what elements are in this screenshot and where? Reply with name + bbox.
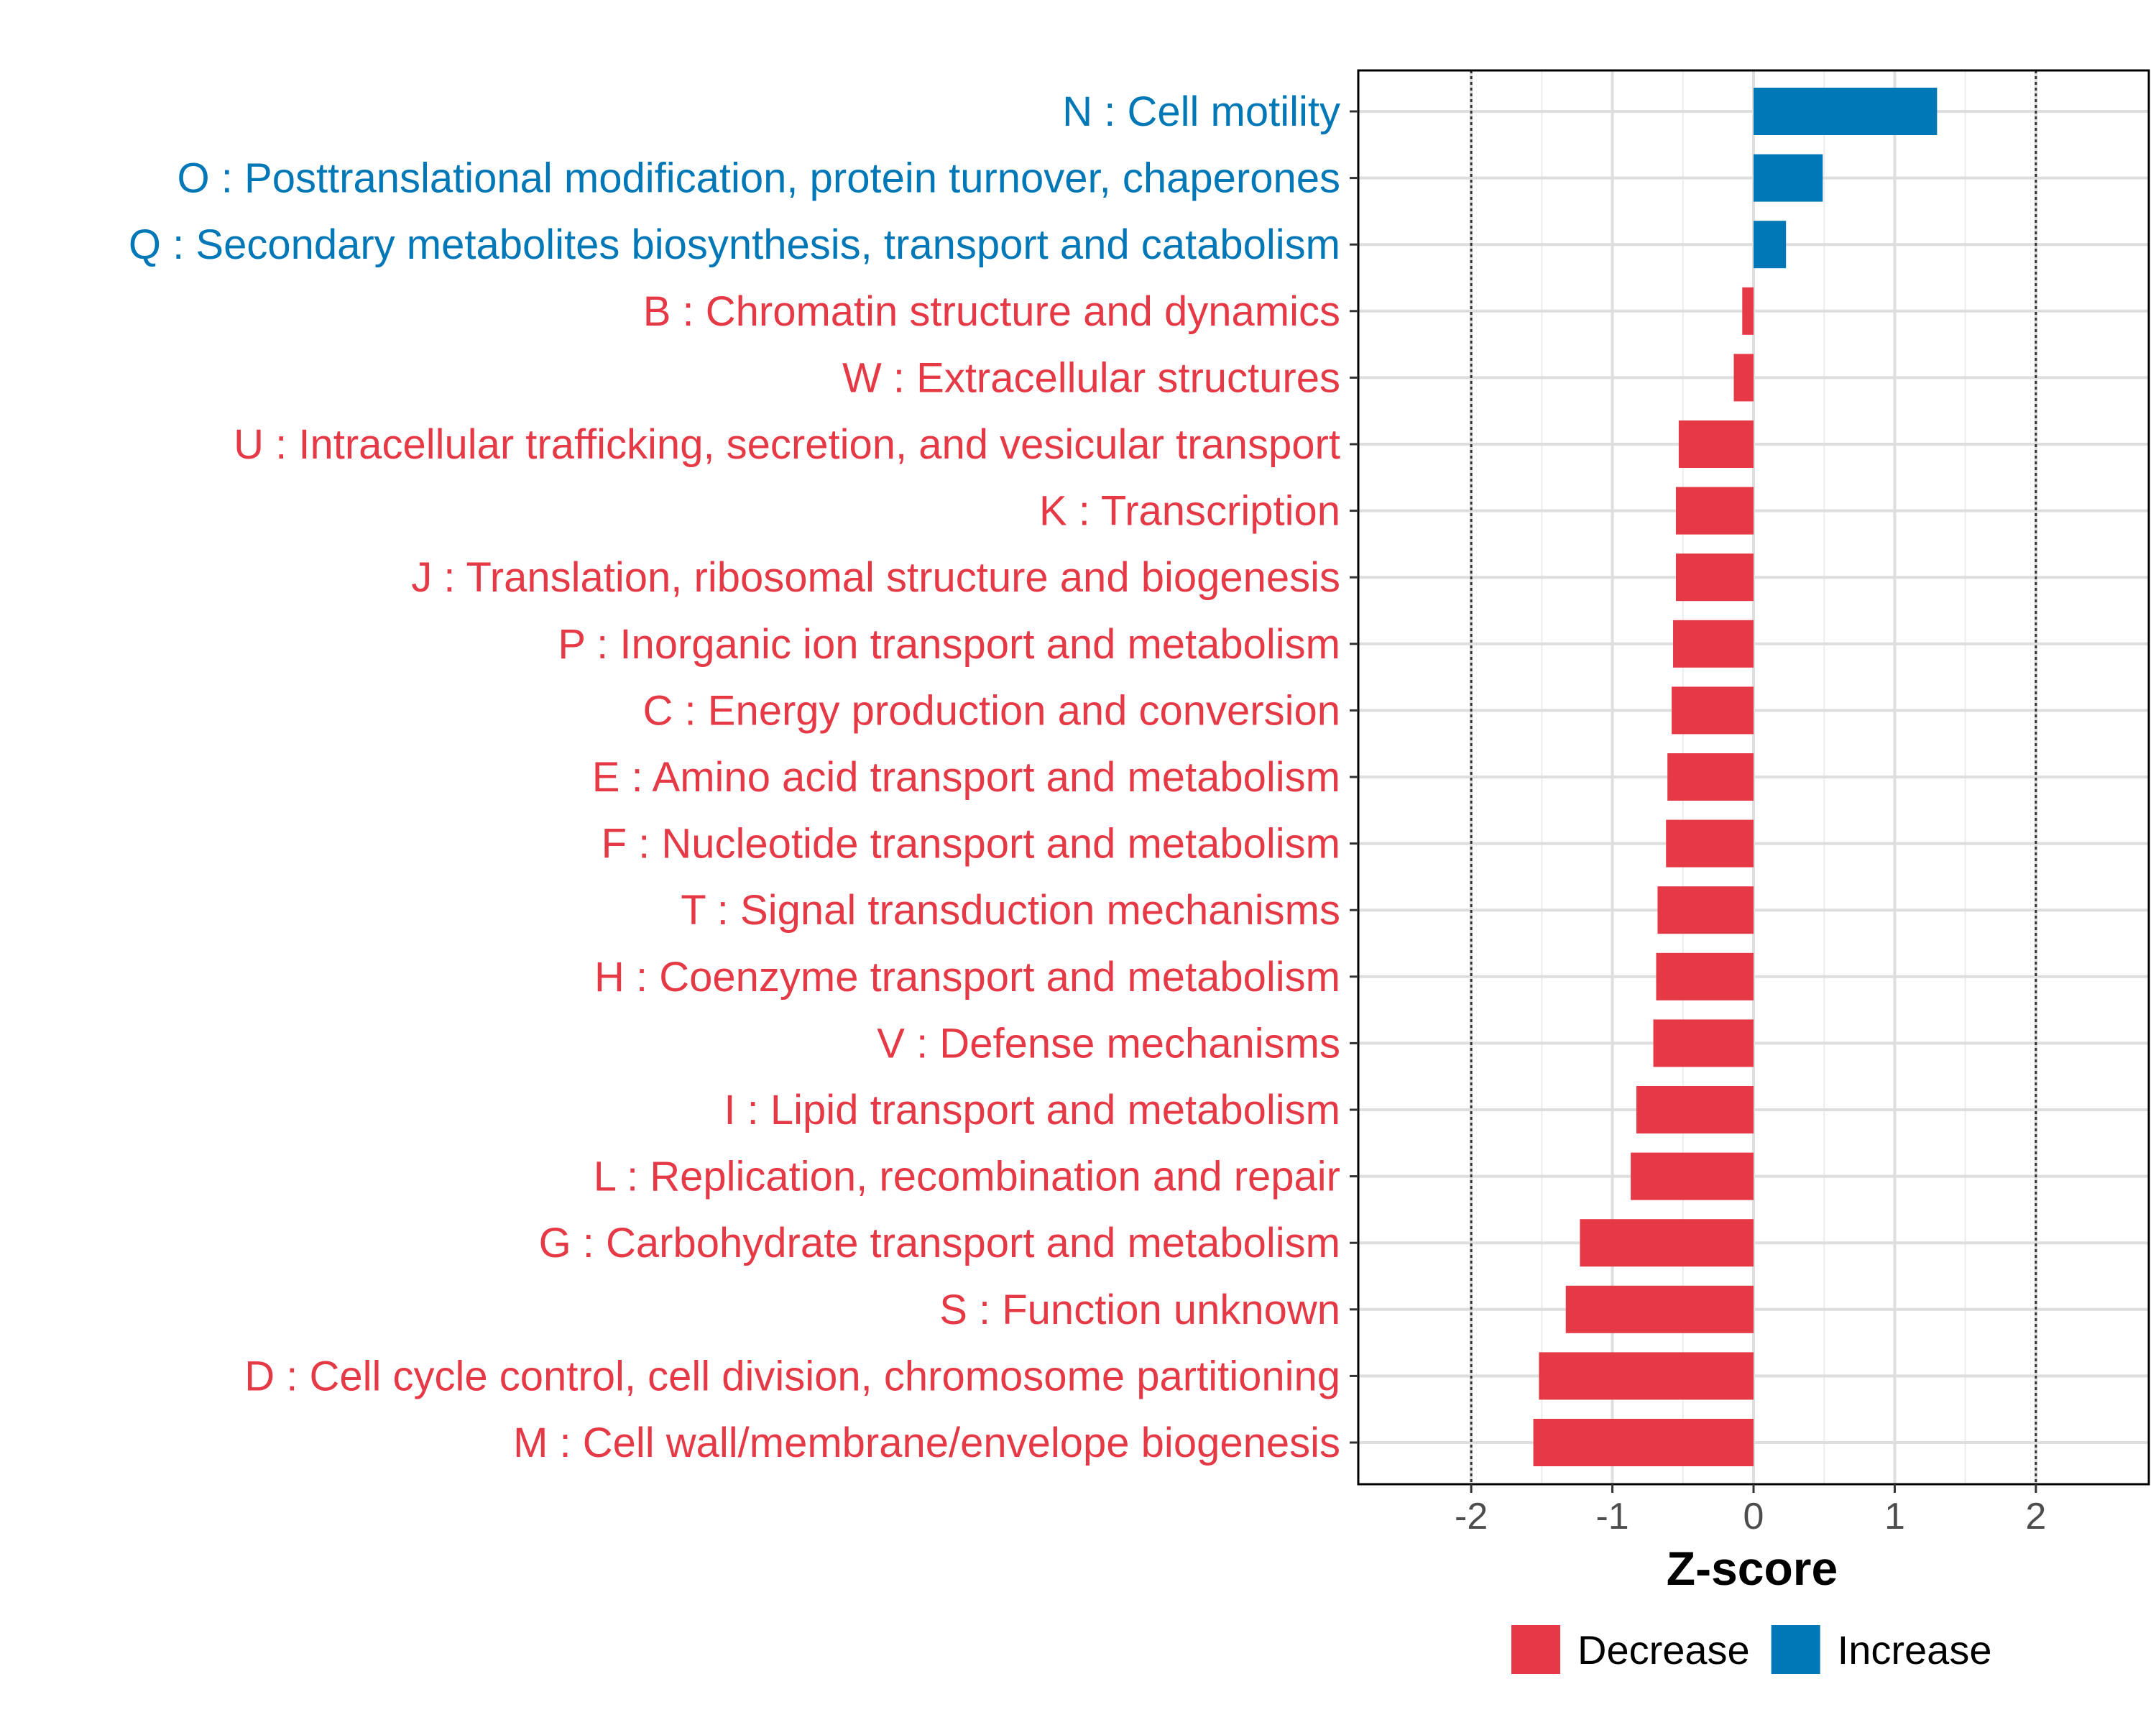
bar (1533, 1419, 1754, 1466)
bar (1673, 620, 1754, 668)
y-tick-label: B : Chromatin structure and dynamics (643, 288, 1340, 335)
y-tick-label: H : Coenzyme transport and metabolism (594, 954, 1340, 1000)
bar (1657, 886, 1754, 934)
bar (1666, 819, 1754, 868)
y-tick-label: S : Function unknown (939, 1287, 1340, 1333)
x-tick-label: 2 (2025, 1496, 2046, 1537)
y-tick-label: U : Intracellular trafficking, secretion… (234, 421, 1340, 468)
y-tick-label: V : Defense mechanisms (877, 1020, 1340, 1067)
bar (1675, 553, 1754, 602)
x-tick-label: -1 (1595, 1496, 1628, 1537)
y-axis-labels: N : Cell motility O : Posttranslational m… (129, 88, 1340, 1466)
legend-swatch (1511, 1625, 1560, 1674)
bar (1539, 1352, 1754, 1400)
y-tick-label: W : Extracellular structures (842, 354, 1340, 401)
y-tick-label: J : Translation, ribosomal structure and… (411, 554, 1340, 601)
legend: Decrease Increase (1511, 1625, 1991, 1674)
y-tick-label: C : Energy production and conversion (643, 687, 1340, 734)
y-tick-label: F : Nucleotide transport and metabolism (602, 821, 1340, 868)
bar (1631, 1152, 1754, 1200)
bar (1675, 487, 1754, 535)
y-tick-label: K : Transcription (1039, 488, 1340, 535)
y-tick-label: E : Amino acid transport and metabolism (592, 754, 1340, 801)
bar (1653, 1019, 1754, 1067)
x-tick-label: 0 (1743, 1496, 1764, 1537)
legend-swatch (1771, 1625, 1820, 1674)
y-tick-label: I : Lipid transport and metabolism (724, 1087, 1340, 1133)
x-axis-ticks (1470, 1484, 2037, 1493)
bar (1733, 354, 1754, 402)
y-tick-label: L : Replication, recombination and repai… (594, 1154, 1340, 1200)
bar (1754, 221, 1787, 269)
y-tick-label: Q : Secondary metabolites biosynthesis, … (129, 221, 1340, 268)
bar (1636, 1086, 1754, 1133)
bar (1672, 686, 1754, 735)
bar (1754, 154, 1823, 202)
y-tick-label: G : Carbohydrate transport and metabolis… (539, 1220, 1340, 1266)
y-tick-label: P : Inorganic ion transport and metaboli… (558, 621, 1340, 668)
y-axis-ticks (1350, 110, 1358, 1444)
bar (1742, 287, 1754, 335)
y-tick-label: N : Cell motility (1062, 88, 1340, 135)
x-tick-label: 1 (1884, 1496, 1905, 1537)
y-tick-label: O : Posttranslational modification, prot… (178, 155, 1340, 202)
bar (1565, 1285, 1754, 1333)
bar (1580, 1219, 1754, 1267)
y-tick-label: T : Signal transduction mechanisms (681, 887, 1340, 934)
x-axis-labels: -2 -1 0 1 2 (1455, 1496, 2046, 1537)
x-tick-label: -2 (1455, 1496, 1488, 1537)
bar (1656, 952, 1754, 1000)
bar (1678, 420, 1754, 468)
y-tick-label: M : Cell wall/membrane/envelope biogenes… (513, 1420, 1340, 1466)
bar (1754, 88, 1938, 135)
bars-layer (1533, 88, 1938, 1466)
bar (1667, 753, 1754, 801)
y-tick-label: D : Cell cycle control, cell division, c… (244, 1353, 1340, 1399)
legend-label: Increase (1838, 1627, 1992, 1673)
x-axis-title: Z-score (1667, 1542, 1838, 1595)
legend-label: Decrease (1577, 1627, 1750, 1673)
